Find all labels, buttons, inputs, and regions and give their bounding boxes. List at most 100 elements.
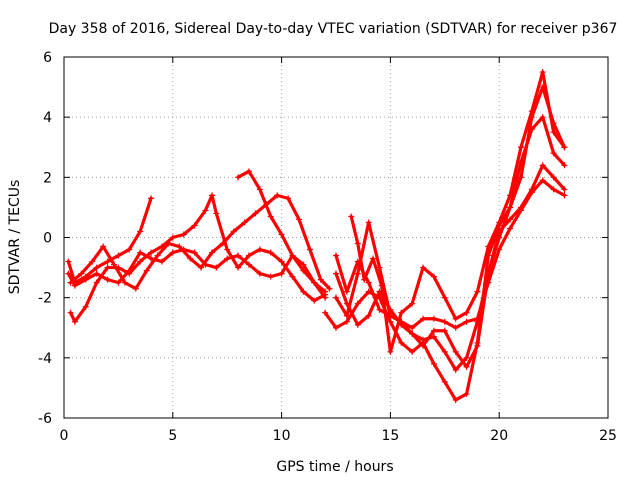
data-point bbox=[317, 276, 324, 283]
data-point bbox=[169, 234, 176, 241]
data-point bbox=[104, 258, 111, 265]
data-point bbox=[154, 252, 161, 259]
data-point bbox=[224, 255, 231, 262]
data-point bbox=[148, 255, 155, 262]
series-track-7 bbox=[333, 114, 568, 373]
data-point bbox=[213, 264, 220, 271]
data-point bbox=[343, 318, 350, 325]
data-point bbox=[474, 315, 481, 322]
data-point bbox=[550, 174, 557, 181]
data-point bbox=[267, 249, 274, 256]
data-point bbox=[300, 267, 307, 274]
data-point bbox=[409, 330, 416, 337]
data-point bbox=[252, 210, 259, 217]
data-point bbox=[235, 174, 242, 181]
x-tick-label: 20 bbox=[490, 428, 508, 444]
data-point bbox=[463, 318, 470, 325]
x-tick-label: 5 bbox=[168, 428, 177, 444]
data-point bbox=[507, 216, 514, 223]
data-point bbox=[452, 396, 459, 403]
data-point bbox=[71, 282, 78, 289]
data-point bbox=[132, 285, 139, 292]
data-point bbox=[126, 246, 133, 253]
data-point bbox=[507, 204, 514, 211]
data-point bbox=[208, 249, 215, 256]
data-point bbox=[539, 162, 546, 169]
series-track-9 bbox=[333, 177, 568, 331]
y-tick-label: -6 bbox=[38, 411, 52, 427]
data-point bbox=[126, 267, 133, 274]
data-point bbox=[452, 348, 459, 355]
data-point bbox=[311, 297, 318, 304]
series-line bbox=[66, 196, 153, 285]
data-point bbox=[463, 354, 470, 361]
data-point bbox=[67, 279, 74, 286]
data-point bbox=[430, 333, 437, 340]
data-point bbox=[256, 186, 263, 193]
data-point bbox=[561, 192, 568, 199]
y-tick-label: 0 bbox=[43, 231, 52, 247]
data-point bbox=[550, 186, 557, 193]
series-track-3 bbox=[65, 246, 329, 301]
data-point bbox=[300, 261, 307, 268]
data-point bbox=[420, 336, 427, 343]
data-point bbox=[398, 339, 405, 346]
data-point bbox=[65, 258, 72, 265]
data-point bbox=[561, 162, 568, 169]
data-point bbox=[387, 348, 394, 355]
data-point bbox=[267, 273, 274, 280]
y-tick-label: 2 bbox=[43, 170, 52, 186]
data-point bbox=[100, 243, 107, 250]
data-point bbox=[89, 258, 96, 265]
data-point bbox=[306, 246, 313, 253]
chart-title: Day 358 of 2016, Sidereal Day-to-day VTE… bbox=[49, 21, 618, 37]
data-point bbox=[235, 264, 242, 271]
data-point bbox=[256, 246, 263, 253]
data-point bbox=[65, 270, 72, 277]
data-point bbox=[430, 315, 437, 322]
data-point bbox=[528, 126, 535, 133]
data-point bbox=[539, 114, 546, 121]
data-point bbox=[365, 279, 372, 286]
data-point bbox=[463, 363, 470, 370]
data-point bbox=[474, 342, 481, 349]
data-point bbox=[452, 315, 459, 322]
series-line bbox=[334, 178, 567, 330]
data-point bbox=[348, 213, 355, 220]
data-point bbox=[387, 312, 394, 319]
data-point bbox=[71, 318, 78, 325]
data-point bbox=[137, 228, 144, 235]
data-point bbox=[517, 144, 524, 151]
x-tick-label: 10 bbox=[273, 428, 291, 444]
data-point bbox=[300, 288, 307, 295]
data-point bbox=[278, 231, 285, 238]
data-point bbox=[187, 255, 194, 262]
y-tick-label: -4 bbox=[38, 351, 52, 367]
data-point bbox=[191, 249, 198, 256]
data-point bbox=[245, 168, 252, 175]
data-point bbox=[289, 252, 296, 259]
data-point bbox=[378, 282, 385, 289]
data-point bbox=[369, 255, 376, 262]
y-ticks: -6 -4 -2 0 2 4 6 bbox=[38, 50, 608, 427]
data-point bbox=[561, 144, 568, 151]
data-point bbox=[485, 279, 492, 286]
data-point bbox=[224, 246, 231, 253]
data-point bbox=[376, 306, 383, 313]
data-point bbox=[354, 270, 361, 277]
data-point bbox=[361, 276, 368, 283]
data-point bbox=[398, 309, 405, 316]
data-point bbox=[148, 249, 155, 256]
data-point bbox=[539, 177, 546, 184]
data-point bbox=[365, 219, 372, 226]
series-track-1 bbox=[65, 195, 155, 286]
data-point bbox=[274, 192, 281, 199]
data-point bbox=[158, 258, 165, 265]
data-point bbox=[245, 261, 252, 268]
data-point bbox=[528, 108, 535, 115]
data-point bbox=[278, 258, 285, 265]
data-point bbox=[322, 288, 329, 295]
data-point bbox=[241, 219, 248, 226]
data-point bbox=[104, 276, 111, 283]
series-track-5 bbox=[235, 168, 329, 295]
